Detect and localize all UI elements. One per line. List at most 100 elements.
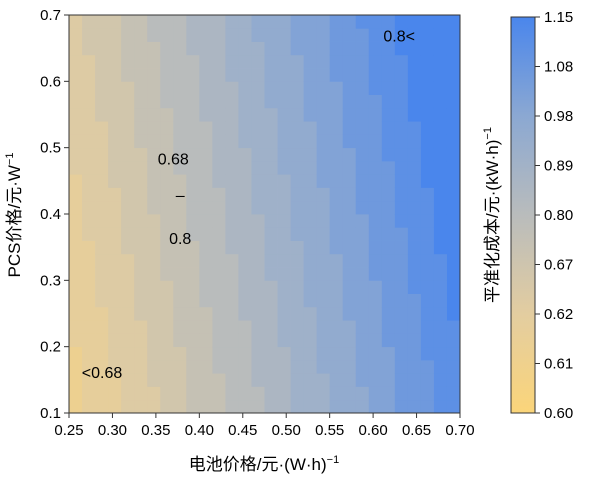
heatmap-cell bbox=[160, 54, 174, 69]
heatmap-cell bbox=[303, 306, 318, 321]
heatmap-cell bbox=[173, 174, 187, 188]
heatmap-cell bbox=[264, 81, 278, 95]
heatmap-cell bbox=[95, 253, 109, 268]
heatmap-cell bbox=[173, 107, 187, 122]
heatmap-cell bbox=[69, 373, 83, 387]
heatmap-cell bbox=[186, 293, 200, 308]
heatmap-cell bbox=[212, 68, 226, 82]
heatmap-cell bbox=[264, 399, 278, 414]
heatmap-cell bbox=[95, 227, 109, 241]
heatmap-cell bbox=[433, 333, 448, 348]
heatmap-cell bbox=[82, 94, 96, 109]
heatmap-cell bbox=[394, 41, 409, 56]
heatmap-cell bbox=[433, 293, 448, 308]
heatmap-cell bbox=[277, 240, 291, 255]
heatmap-cell bbox=[368, 15, 383, 29]
heatmap-cell bbox=[251, 280, 265, 294]
heatmap-cell bbox=[316, 214, 331, 228]
heatmap-cell bbox=[82, 240, 96, 255]
heatmap-cell bbox=[212, 373, 226, 387]
heatmap-cell bbox=[342, 386, 357, 401]
heatmap-cell bbox=[446, 240, 461, 255]
heatmap-cell bbox=[108, 147, 122, 162]
heatmap-cell bbox=[355, 68, 370, 82]
heatmap-cell bbox=[238, 267, 252, 281]
heatmap-cell bbox=[95, 174, 109, 188]
heatmap-cell bbox=[147, 333, 161, 348]
heatmap-cell bbox=[407, 320, 422, 334]
heatmap-cell bbox=[329, 134, 344, 149]
heatmap-cell bbox=[238, 68, 252, 82]
heatmap-cell bbox=[355, 121, 370, 135]
heatmap-cell bbox=[407, 253, 422, 268]
heatmap-cell bbox=[264, 346, 278, 361]
heatmap-cell bbox=[186, 41, 200, 56]
heatmap-cell bbox=[82, 333, 96, 348]
heatmap-cell bbox=[199, 81, 213, 95]
heatmap-cell bbox=[225, 107, 239, 122]
heatmap-cell bbox=[394, 333, 409, 348]
heatmap-cell bbox=[381, 399, 396, 414]
y-tick-label: 0.6 bbox=[40, 73, 61, 90]
heatmap-cell bbox=[277, 28, 291, 42]
heatmap-cell bbox=[160, 373, 174, 387]
heatmap-cell bbox=[238, 94, 252, 109]
heatmap-cell bbox=[368, 306, 383, 321]
heatmap-cell bbox=[394, 267, 409, 281]
heatmap-cell bbox=[368, 227, 383, 241]
heatmap-cell bbox=[446, 121, 461, 135]
heatmap-cell bbox=[108, 94, 122, 109]
heatmap-cell bbox=[433, 121, 448, 135]
heatmap-cell bbox=[82, 373, 96, 387]
heatmap-cell bbox=[238, 373, 252, 387]
heatmap-cell bbox=[238, 160, 252, 175]
heatmap-cell bbox=[199, 240, 213, 255]
heatmap-cell bbox=[69, 227, 83, 241]
heatmap-cell bbox=[355, 320, 370, 334]
heatmap-cell bbox=[160, 68, 174, 82]
heatmap-cell bbox=[355, 346, 370, 361]
heatmap-cell bbox=[147, 386, 161, 401]
heatmap-cell bbox=[95, 293, 109, 308]
heatmap-cell bbox=[212, 160, 226, 175]
heatmap-cell bbox=[147, 359, 161, 374]
heatmap-cell bbox=[264, 134, 278, 149]
heatmap-cell bbox=[108, 320, 122, 334]
heatmap-cell bbox=[277, 280, 291, 294]
heatmap-cell bbox=[225, 333, 239, 348]
heatmap-cell bbox=[420, 134, 435, 149]
heatmap-cell bbox=[82, 306, 96, 321]
heatmap-cell bbox=[407, 94, 422, 109]
heatmap-cell bbox=[342, 333, 357, 348]
heatmap-cell bbox=[277, 227, 291, 241]
heatmap-cell bbox=[290, 333, 304, 348]
heatmap-cell bbox=[238, 293, 252, 308]
heatmap-cell bbox=[121, 293, 135, 308]
heatmap-cell bbox=[329, 346, 344, 361]
annotations: 0.8<0.68–0.8<0.68 bbox=[82, 29, 415, 382]
heatmap-cell bbox=[316, 253, 331, 268]
heatmap-cell bbox=[186, 121, 200, 135]
heatmap-cell bbox=[238, 227, 252, 241]
heatmap-cell bbox=[251, 54, 265, 69]
heatmap-cell bbox=[160, 15, 174, 29]
heatmap-cell bbox=[433, 386, 448, 401]
heatmap-cell bbox=[186, 200, 200, 215]
heatmap-cell bbox=[277, 41, 291, 56]
heatmap-cell bbox=[303, 187, 318, 202]
heatmap-cell bbox=[82, 214, 96, 228]
heatmap-cell bbox=[303, 267, 318, 281]
heatmap-cell bbox=[95, 121, 109, 135]
heatmap-cell bbox=[199, 107, 213, 122]
heatmap-cell bbox=[420, 253, 435, 268]
heatmap-cell bbox=[95, 41, 109, 56]
heatmap-cell bbox=[394, 253, 409, 268]
heatmap-cell bbox=[225, 306, 239, 321]
heatmap-cell bbox=[121, 267, 135, 281]
heatmap-cell bbox=[303, 54, 318, 69]
heatmap-cell bbox=[433, 253, 448, 268]
heatmap-cell bbox=[407, 28, 422, 42]
heatmap-cell bbox=[251, 160, 265, 175]
heatmap-cell bbox=[160, 267, 174, 281]
heatmap-cell bbox=[407, 386, 422, 401]
